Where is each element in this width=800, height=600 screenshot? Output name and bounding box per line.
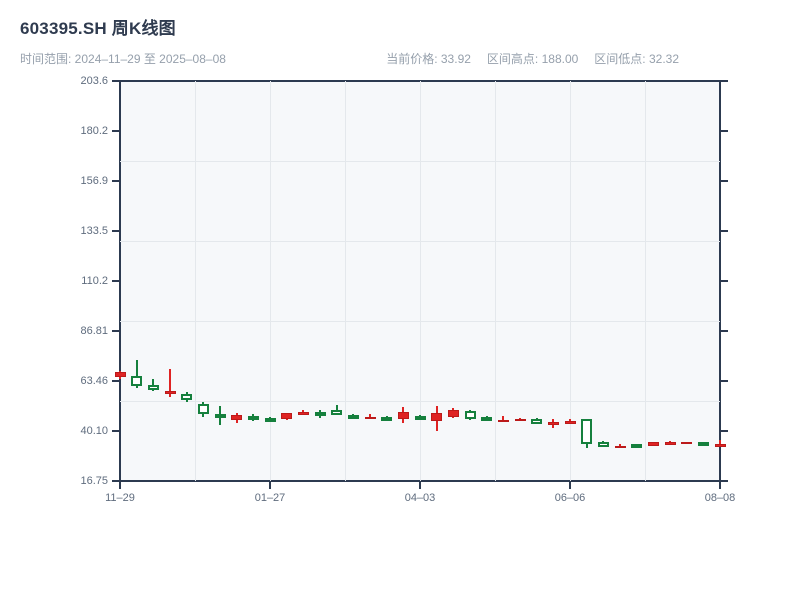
candle-down [581, 419, 593, 445]
candle-down [697, 442, 709, 447]
y-axis-label: 40.10 [80, 425, 108, 437]
x-axis-label: 06–06 [554, 492, 586, 504]
candle-up [547, 422, 559, 425]
page-title: 603395.SH 周K线图 [20, 19, 176, 38]
x-axis-tick [719, 482, 721, 489]
candle-up [681, 441, 693, 445]
candle-down [314, 412, 326, 417]
x-axis-tick [269, 482, 271, 489]
candle-up [231, 414, 243, 420]
y-axis-label: 86.81 [80, 325, 108, 338]
candle-up [564, 420, 576, 424]
y-axis-label: 63.46 [80, 375, 108, 387]
y-axis-tick [112, 130, 119, 132]
y-axis-tick [112, 480, 119, 482]
candle-wick-up [369, 414, 371, 420]
x-axis-label: 08–08 [704, 492, 736, 504]
candle-up [431, 413, 443, 421]
y-axis-tick [112, 180, 119, 182]
y-axis-tick [112, 230, 119, 232]
gridline-v [270, 81, 271, 481]
y-axis-label: 203.6 [80, 75, 108, 87]
y-axis-tick [721, 80, 728, 82]
candle-down [131, 375, 143, 387]
candle-up [647, 441, 659, 446]
candle-wick-down [152, 379, 155, 391]
candle-down [197, 403, 209, 414]
x-axis-tick [119, 482, 121, 489]
candle-up [664, 442, 676, 445]
candle-up [297, 412, 309, 415]
candle-down [464, 410, 476, 420]
candle-down [214, 413, 226, 418]
price-stats: 当前价格: 33.92 区间高点: 188.00 区间低点: 32.32 [386, 50, 679, 67]
candle-up [397, 411, 409, 420]
candle-down [531, 419, 543, 424]
y-axis-tick [721, 480, 728, 482]
candle-up [164, 391, 176, 395]
y-axis-label: 156.9 [80, 174, 108, 187]
candle-down [347, 415, 359, 420]
gridline-v [345, 81, 346, 481]
candle-wick-up [502, 415, 505, 422]
gridline-v [645, 81, 646, 481]
y-axis-tick [721, 180, 728, 182]
candle-down [597, 441, 609, 447]
y-axis-label: 180.2 [80, 125, 108, 138]
candle-up [514, 418, 526, 422]
candle-down [264, 417, 276, 422]
candle-down [631, 444, 643, 449]
y-axis-tick [112, 330, 119, 332]
y-axis-tick [721, 280, 728, 282]
stat-range-high: 区间高点: 188.00 [486, 52, 579, 66]
x-axis-tick [419, 482, 421, 489]
y-axis-tick [721, 430, 728, 432]
x-axis-label: 11–29 [105, 492, 135, 504]
time-range-subtitle: 时间范围: 2024–11–29 至 2025–08–08 [20, 52, 226, 66]
candle-up [497, 419, 509, 423]
y-axis-tick [721, 130, 728, 132]
y-axis-tick [721, 230, 728, 232]
stat-range-low: 区间低点: 32.32 [594, 52, 679, 66]
candle-down [181, 394, 193, 401]
y-axis-tick [112, 430, 119, 432]
candle-up [364, 416, 376, 420]
candle-up [447, 410, 459, 418]
candle-wick-up [619, 443, 621, 448]
x-axis-tick [569, 482, 571, 489]
y-axis-tick [112, 80, 119, 82]
gridline-v [420, 81, 421, 481]
candle-up [281, 413, 293, 420]
y-axis-label: 133.5 [80, 225, 108, 238]
y-axis-tick [112, 380, 119, 382]
candle-down [414, 416, 426, 421]
stat-current-price: 当前价格: 33.92 [386, 52, 471, 66]
candle-wick-down [135, 359, 138, 389]
candle-down [381, 416, 393, 421]
candle-up [114, 372, 126, 378]
candle-wick-up [169, 368, 171, 397]
gridline-v [570, 81, 571, 481]
candle-down [331, 409, 343, 415]
candle-up [714, 444, 726, 447]
gridline-v [195, 81, 196, 481]
y-axis-tick [112, 280, 119, 282]
x-axis-label: 01–27 [254, 492, 286, 504]
y-axis-tick [721, 380, 728, 382]
y-axis-tick [721, 330, 728, 332]
y-axis-label: 110.2 [81, 274, 108, 287]
candle-down [481, 417, 493, 422]
candle-down [247, 416, 259, 421]
candle-down [147, 385, 159, 391]
y-axis-label: 16.75 [80, 475, 108, 487]
gridline-v [495, 81, 496, 481]
x-axis-label: 04–03 [404, 492, 436, 504]
candle-up [614, 445, 626, 449]
candle-wick-up [719, 440, 721, 448]
